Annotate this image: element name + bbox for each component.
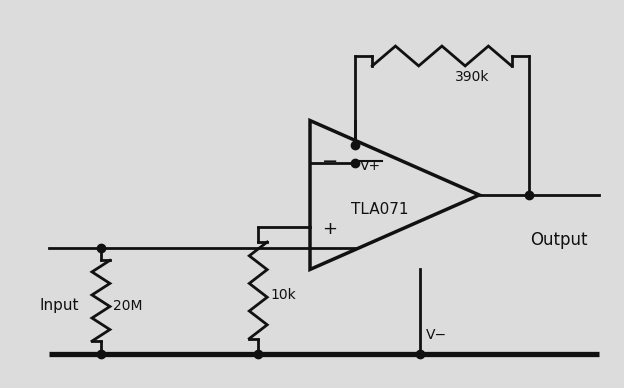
Text: +: + xyxy=(322,220,337,238)
Text: −: − xyxy=(322,152,338,171)
Text: 390k: 390k xyxy=(454,70,489,84)
Text: 20M: 20M xyxy=(113,299,142,313)
Text: Input: Input xyxy=(39,298,79,313)
Text: Output: Output xyxy=(530,231,588,249)
Text: 10k: 10k xyxy=(270,288,296,302)
Text: V−: V− xyxy=(426,328,447,342)
Text: V+: V+ xyxy=(360,159,381,173)
Text: TLA071: TLA071 xyxy=(351,203,409,217)
